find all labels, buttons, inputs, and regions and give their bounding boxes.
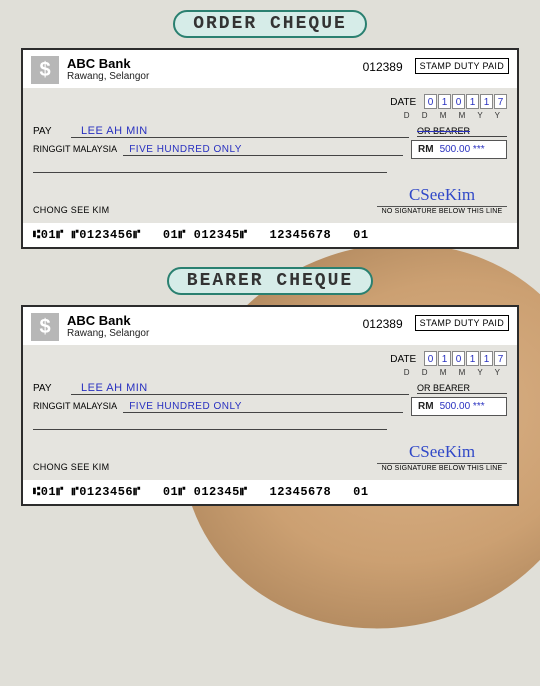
amount-words-label: RINGGIT MALAYSIA [33, 144, 117, 154]
micr-line: ⑆01⑈ ⑈0123456⑈ 01⑈ 012345⑈ 12345678 01 [23, 480, 517, 504]
date-legend: D D M M Y Y [33, 111, 507, 120]
bank-branch: Rawang, Selangor [67, 71, 363, 82]
cheque-number: 012389 [363, 60, 403, 74]
bank-branch: Rawang, Selangor [67, 328, 363, 339]
bank-name: ABC Bank [67, 56, 363, 71]
currency: RM [418, 144, 434, 155]
order-cheque: $ ABC Bank Rawang, Selangor 012389 STAMP… [21, 48, 519, 249]
micr-line: ⑆01⑈ ⑈0123456⑈ 01⑈ 012345⑈ 12345678 01 [23, 223, 517, 247]
bank-name: ABC Bank [67, 313, 363, 328]
currency: RM [418, 401, 434, 412]
amount-box: RM 500.00 *** [411, 397, 507, 416]
amount-words: FIVE HUNDRED ONLY [123, 401, 403, 413]
date-legend: D D M M Y Y [33, 368, 507, 377]
drawer-name: CHONG SEE KIM [33, 205, 377, 215]
amount-value: 500.00 *** [440, 401, 485, 412]
amount-value: 500.00 *** [440, 144, 485, 155]
bearer-cheque: $ ABC Bank Rawang, Selangor 012389 STAMP… [21, 305, 519, 506]
pay-label: PAY [33, 383, 71, 394]
amount-box: RM 500.00 *** [411, 140, 507, 159]
date-digits: 010117 [423, 354, 507, 365]
words-line-2 [33, 161, 387, 173]
date-digits: 010117 [423, 97, 507, 108]
payee-name: LEE AH MIN [71, 382, 409, 395]
title-order-cheque: ORDER CHEQUE [173, 10, 367, 38]
signature: CSeeKim [377, 442, 507, 464]
dollar-icon: $ [31, 56, 59, 84]
dollar-icon: $ [31, 313, 59, 341]
amount-words-label: RINGGIT MALAYSIA [33, 401, 117, 411]
signature-note: NO SIGNATURE BELOW THIS LINE [377, 208, 507, 215]
stamp-duty-box: STAMP DUTY PAID [415, 58, 509, 74]
cheque-number: 012389 [363, 317, 403, 331]
amount-words: FIVE HUNDRED ONLY [123, 144, 403, 156]
date-label: DATE [390, 354, 416, 365]
words-line-2 [33, 418, 387, 430]
payee-name: LEE AH MIN [71, 125, 409, 138]
or-bearer-struck: OR BEARER [417, 126, 507, 137]
drawer-name: CHONG SEE KIM [33, 462, 377, 472]
date-label: DATE [390, 97, 416, 108]
or-bearer: OR BEARER [417, 383, 507, 394]
pay-label: PAY [33, 126, 71, 137]
title-bearer-cheque: BEARER CHEQUE [167, 267, 373, 295]
stamp-duty-box: STAMP DUTY PAID [415, 315, 509, 331]
signature-note: NO SIGNATURE BELOW THIS LINE [377, 465, 507, 472]
signature: CSeeKim [377, 185, 507, 207]
